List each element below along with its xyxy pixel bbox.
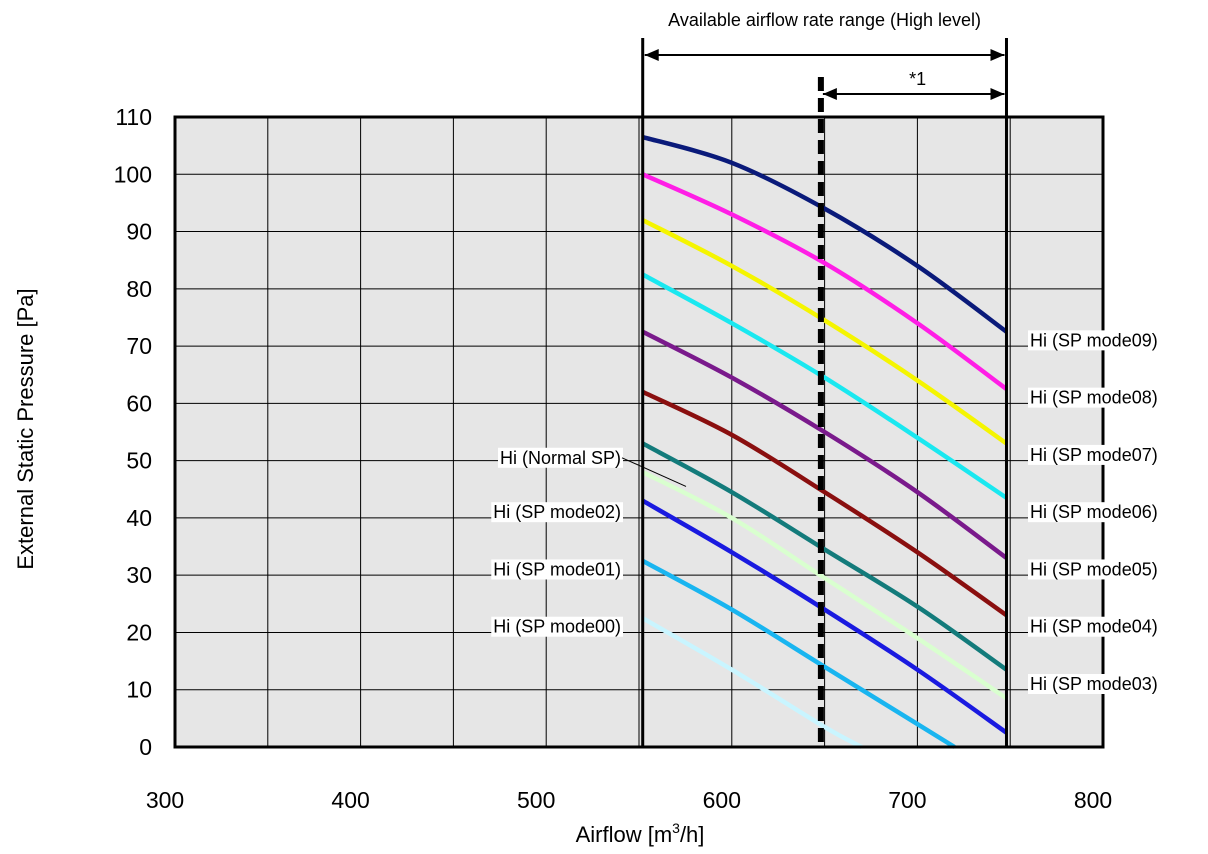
series-line-hi-sp-mode04 — [641, 389, 1008, 618]
x-tick-label: 300 — [146, 787, 184, 813]
series-line-hi-normal-sp — [641, 470, 1008, 701]
series-line-hi-sp-mode02 — [641, 498, 1008, 735]
series-line-hi-sp-mode05 — [641, 329, 1008, 560]
y-tick-label: 20 — [126, 619, 152, 645]
series-line-hi-sp-mode03 — [641, 441, 1008, 672]
label-leader-line — [621, 457, 687, 487]
x-tick-label: 600 — [703, 787, 741, 813]
x-axis-title-sup: 3 — [672, 820, 680, 836]
x-axis-title-suffix: /h] — [680, 822, 704, 847]
series-line-hi-sp-mode08 — [641, 172, 1008, 391]
series-line-hi-sp-mode07 — [641, 218, 1008, 446]
series-labels: Hi (SP mode09) Hi (SP mode08) Hi (SP mode0… — [491, 330, 1160, 694]
y-tick-label: 100 — [114, 161, 152, 187]
right-series-label-bg — [1028, 387, 1160, 408]
y-tick-label: 60 — [126, 390, 152, 416]
right-series-label: Hi (SP mode06) — [1030, 502, 1158, 522]
x-axis-title: Airflow [m3/h] — [576, 820, 705, 847]
y-tick-label: 0 — [139, 734, 152, 760]
x-tick-label: 500 — [517, 787, 555, 813]
left-series-label-bg — [491, 616, 623, 637]
x-tick-label: 700 — [888, 787, 926, 813]
y-tick-label: 30 — [126, 562, 152, 588]
right-series-label-bg — [1028, 502, 1160, 523]
right-series-label-bg — [1028, 674, 1160, 694]
left-series-label: Hi (SP mode02) — [493, 502, 621, 522]
series-line-hi-sp-mode01 — [641, 558, 956, 749]
left-series-label-bg — [497, 447, 623, 468]
left-series-label: Hi (SP mode00) — [493, 617, 621, 637]
right-series-label: Hi (SP mode05) — [1030, 559, 1158, 579]
left-series-label-bg — [491, 559, 623, 580]
left-series-label: Hi (SP mode01) — [493, 559, 621, 579]
right-series-label-bg — [1028, 616, 1160, 637]
y-tick-label: 40 — [126, 505, 152, 531]
right-series-label-bg — [1028, 444, 1160, 465]
y-tick-label: 50 — [126, 448, 152, 474]
right-series-label: Hi (SP mode07) — [1030, 445, 1158, 465]
y-tick-label: 10 — [126, 677, 152, 703]
left-series-label-bg — [491, 502, 623, 523]
range-arrow-head-left — [644, 49, 659, 61]
right-series-label: Hi (SP mode08) — [1030, 388, 1158, 408]
right-series-label: Hi (SP mode09) — [1030, 330, 1158, 350]
right-series-label-bg — [1028, 330, 1160, 351]
plot-border — [173, 115, 1105, 749]
y-tick-labels: 0 10 20 30 40 50 60 70 80 90 100 110 — [114, 104, 152, 760]
y-tick-label: 80 — [126, 276, 152, 302]
range-arrow-head-right — [990, 49, 1005, 61]
note-label: *1 — [909, 69, 926, 89]
y-tick-label: 110 — [115, 104, 152, 130]
x-tick-label: 800 — [1074, 787, 1112, 813]
series-line-hi-sp-mode09 — [642, 134, 1008, 334]
series-line-hi-sp-mode00 — [641, 616, 863, 749]
series-curves — [641, 134, 1008, 749]
right-series-label: Hi (SP mode04) — [1030, 617, 1158, 637]
right-series-label: Hi (SP mode03) — [1030, 674, 1158, 694]
x-tick-labels: 300 400 500 600 700 800 — [146, 787, 1112, 813]
y-axis-title: External Static Pressure [Pa] — [13, 288, 38, 569]
x-axis-title-prefix: Airflow [m — [576, 822, 673, 847]
range-label: Available airflow rate range (High level… — [668, 10, 981, 30]
y-tick-label: 70 — [126, 333, 152, 359]
x-tick-label: 400 — [331, 787, 369, 813]
left-series-label: Hi (Normal SP) — [500, 448, 621, 468]
note-arrow-head-right — [990, 88, 1005, 100]
note-arrow-head-left — [822, 88, 837, 100]
right-series-label-bg — [1028, 559, 1160, 580]
y-tick-label: 90 — [126, 219, 152, 245]
series-line-hi-sp-mode06 — [641, 272, 1008, 500]
range-markers — [641, 38, 1008, 747]
